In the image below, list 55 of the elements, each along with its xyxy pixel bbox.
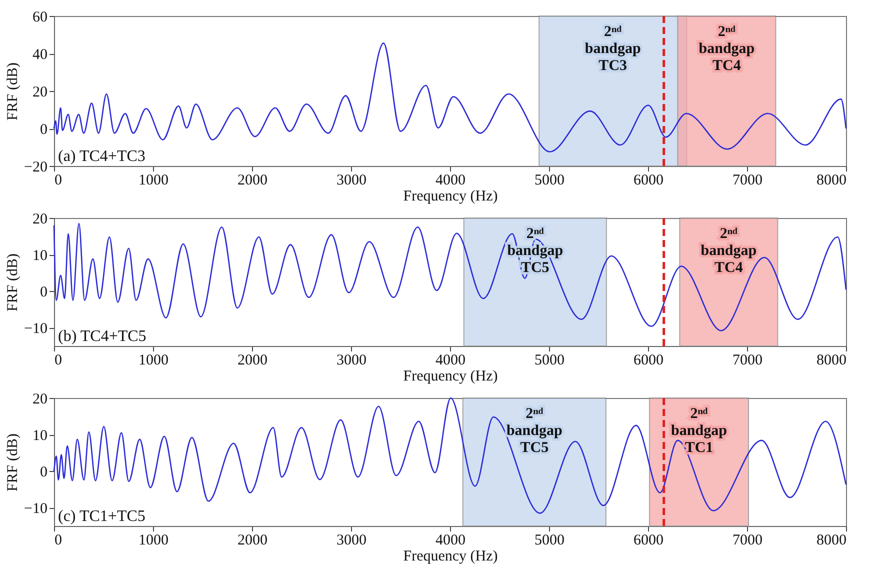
x-tick-label: 6000 <box>634 172 664 188</box>
x-tick-label: 2000 <box>238 172 268 188</box>
y-tick-label: 20 <box>32 392 48 408</box>
y-tick-label: 0 <box>40 284 48 301</box>
y-tick-label: −10 <box>24 501 48 518</box>
y-tick-label: −10 <box>24 321 48 338</box>
y-tick-label: 20 <box>32 84 48 100</box>
x-tick-label: 0 <box>54 172 62 188</box>
x-tick-label: 4000 <box>436 532 466 548</box>
y-tick-label: 10 <box>32 428 48 444</box>
y-tick-label: −20 <box>24 160 48 176</box>
y-tick-label: 10 <box>32 248 48 264</box>
x-tick-label: 4000 <box>436 352 466 368</box>
x-axis-title: Frequency (Hz) <box>403 188 498 204</box>
band-label: 2ⁿᵈ bandgap TC5 <box>506 406 562 456</box>
y-tick-label: 0 <box>40 122 48 138</box>
y-axis-title: FRF (dB) <box>5 254 22 312</box>
x-tick-label: 0 <box>54 532 62 548</box>
x-tick-label: 5000 <box>534 532 564 548</box>
x-tick-label: 5000 <box>534 352 564 368</box>
x-tick-label: 5000 <box>534 172 564 188</box>
x-tick-label: 1000 <box>138 352 168 368</box>
y-tick-label: 40 <box>32 47 48 63</box>
x-tick-label: 8000 <box>816 172 846 188</box>
x-tick-label: 7000 <box>732 532 762 548</box>
x-tick-label: 3000 <box>336 532 366 548</box>
x-tick-label: 3000 <box>336 172 366 188</box>
band-label: 2ⁿᵈ bandgap TC1 <box>671 406 727 456</box>
band-label: 2ⁿᵈ bandgap TC4 <box>700 226 757 276</box>
y-axis-title: FRF (dB) <box>5 434 22 492</box>
band-label: 2ⁿᵈ bandgap TC4 <box>698 24 755 74</box>
x-tick-label: 8000 <box>816 352 846 368</box>
x-tick-label: 7000 <box>732 172 762 188</box>
x-tick-label: 2000 <box>238 532 268 548</box>
line-series <box>53 222 847 332</box>
y-tick-label: 60 <box>32 10 48 26</box>
x-tick-label: 6000 <box>634 352 664 368</box>
x-axis-title: Frequency (Hz) <box>403 368 498 384</box>
x-tick-label: 3000 <box>336 352 366 368</box>
x-tick-label: 8000 <box>816 532 846 548</box>
x-tick-label: 6000 <box>634 532 664 548</box>
y-axis-title: FRF (dB) <box>5 62 22 120</box>
x-tick-label: 2000 <box>238 352 268 368</box>
annotation: (c) TC1+TC5 <box>58 508 146 525</box>
y-tick-label: 20 <box>32 212 48 228</box>
x-axis-title: Frequency (Hz) <box>403 548 498 564</box>
x-tick-label: 1000 <box>138 532 168 548</box>
annotation: (b) TC4+TC5 <box>58 328 146 345</box>
x-tick-label: 0 <box>54 352 62 368</box>
y-tick-label: 0 <box>40 464 48 481</box>
x-tick-label: 4000 <box>436 172 466 188</box>
annotation: (a) TC4+TC3 <box>58 148 146 165</box>
band-label: 2ⁿᵈ bandgap TC3 <box>584 24 641 74</box>
x-tick-label: 1000 <box>138 172 168 188</box>
x-tick-label: 7000 <box>732 352 762 368</box>
